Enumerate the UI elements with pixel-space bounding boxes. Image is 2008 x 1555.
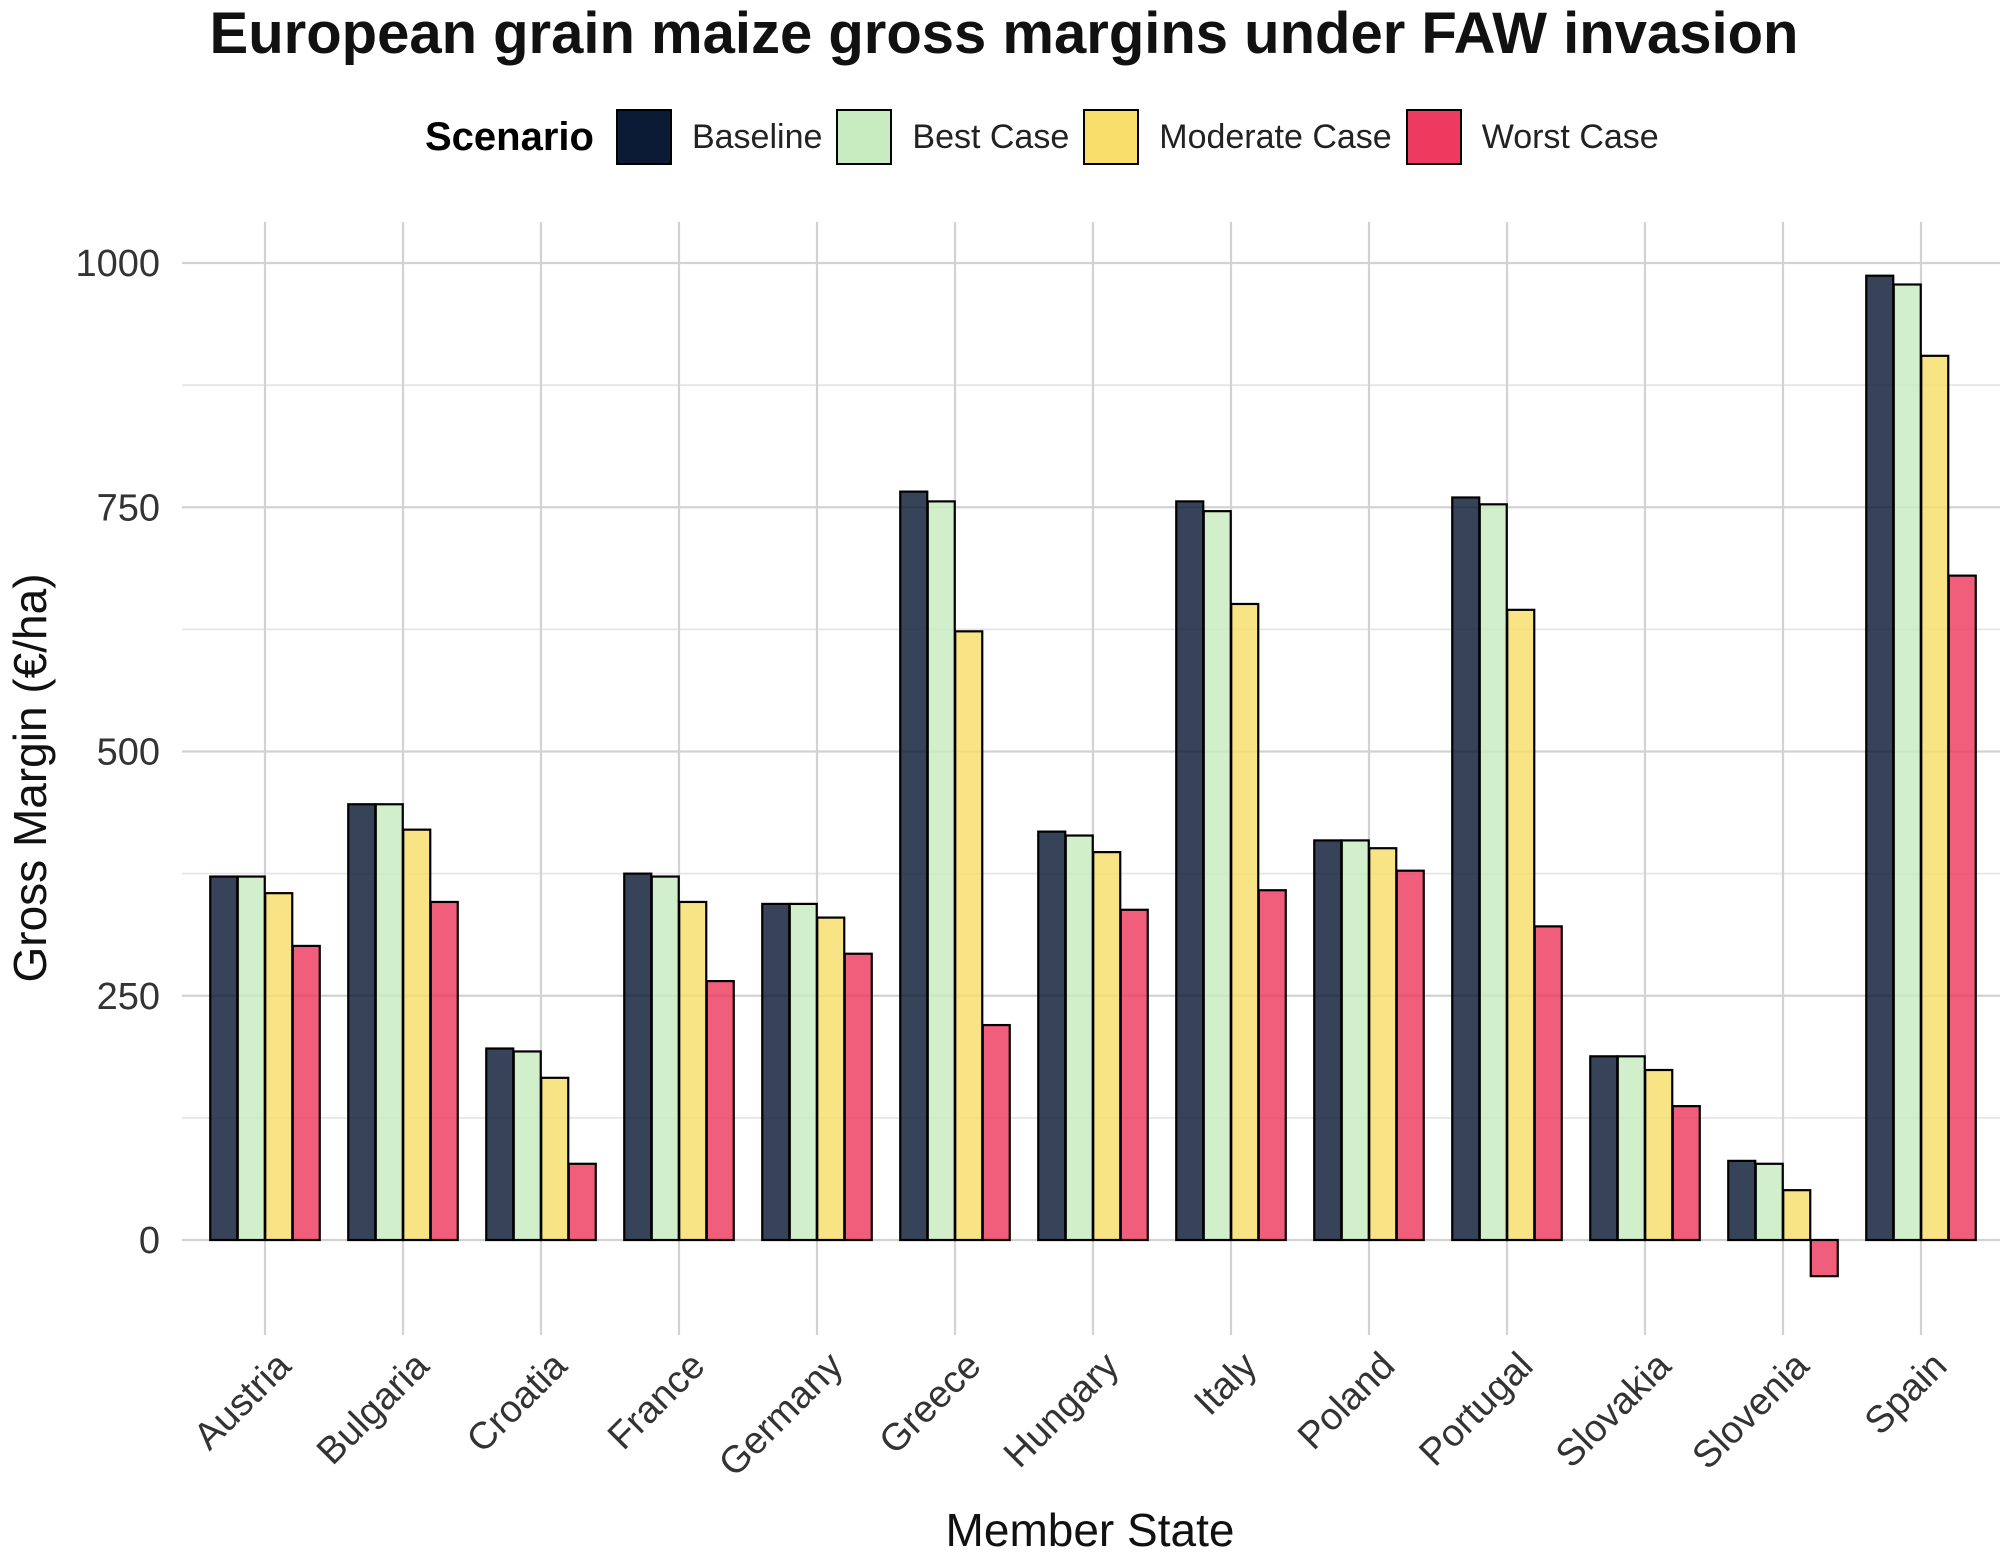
bar-austria-worst-case [291,944,321,1242]
legend-key-best-case [836,109,893,165]
y-axis-title: Gross Margin (€/ha) [4,573,56,982]
legend-label-moderate-case: Moderate Case [1159,117,1392,156]
x-tick-label-italy: Italy [1186,1345,1265,1424]
bar-slovakia-moderate-case [1644,1068,1674,1242]
y-tick-label: 750 [97,487,160,529]
x-tick-label-france: France [600,1345,713,1458]
x-tick-label-croatia: Croatia [459,1344,576,1461]
y-tick-label: 500 [97,732,160,774]
legend-key-worst-case [1405,109,1462,165]
x-tick-label-spain: Spain [1857,1345,1955,1443]
x-axis-title: Member State [946,1504,1235,1555]
bar-portugal-best-case [1478,503,1508,1242]
bar-portugal-moderate-case [1506,608,1536,1242]
bar-croatia-baseline [485,1047,515,1242]
bar-spain-worst-case [1947,574,1977,1242]
bar-hungary-baseline [1037,830,1067,1242]
bar-hungary-worst-case [1119,908,1149,1242]
bar-croatia-moderate-case [540,1076,570,1242]
bar-italy-worst-case [1257,889,1287,1242]
bar-germany-best-case [788,902,818,1242]
bar-austria-moderate-case [264,892,294,1242]
bar-greece-moderate-case [954,630,984,1242]
bar-france-baseline [623,872,653,1242]
bar-hungary-best-case [1064,834,1094,1242]
bar-spain-moderate-case [1920,354,1950,1242]
bar-slovakia-worst-case [1671,1105,1701,1242]
bar-bulgaria-baseline [347,803,377,1242]
bar-france-moderate-case [678,900,708,1242]
bar-portugal-worst-case [1533,925,1563,1242]
x-tick-label-slovakia: Slovakia [1548,1344,1680,1476]
bar-spain-baseline [1865,274,1895,1242]
bar-italy-baseline [1175,500,1205,1242]
x-tick-label-austria: Austria [186,1344,300,1458]
legend-item-worst-case: Worst Case [1405,109,1659,165]
bar-slovakia-best-case [1616,1055,1646,1242]
bar-poland-worst-case [1395,869,1425,1242]
x-tick-label-greece: Greece [872,1345,990,1463]
bar-greece-worst-case [981,1023,1011,1242]
legend-item-baseline: Baseline [615,109,823,165]
bar-austria-baseline [209,875,239,1242]
legend-label-baseline: Baseline [691,117,823,156]
legend-key-moderate-case [1083,109,1140,165]
bar-slovenia-baseline [1727,1159,1757,1242]
legend-label-best-case: Best Case [912,117,1070,156]
bar-hungary-moderate-case [1092,851,1122,1242]
bar-bulgaria-worst-case [429,900,459,1242]
y-tick-label: 250 [97,976,160,1018]
legend-title: Scenario [425,114,594,159]
bar-poland-best-case [1340,839,1370,1242]
bar-austria-best-case [236,875,266,1242]
bar-bulgaria-best-case [374,803,404,1242]
bar-bulgaria-moderate-case [402,828,432,1242]
bar-croatia-worst-case [567,1162,597,1242]
y-axis-ticks: 0 250 500 750 1000 [75,243,160,1262]
x-tick-label-poland: Poland [1290,1345,1403,1458]
legend-item-best-case: Best Case [836,109,1069,165]
bars [209,274,1977,1278]
bar-greece-baseline [899,490,929,1242]
legend-label-worst-case: Worst Case [1481,117,1659,156]
bar-italy-best-case [1202,510,1232,1242]
bar-france-best-case [650,875,680,1242]
bar-slovenia-worst-case [1809,1238,1839,1278]
bar-slovakia-baseline [1589,1055,1619,1242]
x-tick-label-hungary: Hungary [996,1345,1127,1476]
y-tick-label: 1000 [75,243,160,285]
x-tick-label-bulgaria: Bulgaria [309,1344,438,1473]
legend: Scenario Baseline Best Case Moderate Cas… [425,104,1673,170]
bar-germany-worst-case [843,952,873,1242]
bar-portugal-baseline [1451,496,1481,1242]
bar-greece-best-case [926,500,956,1242]
legend-item-moderate-case: Moderate Case [1083,109,1392,165]
bar-france-worst-case [705,979,735,1242]
bar-spain-best-case [1892,283,1922,1242]
bar-poland-moderate-case [1368,847,1398,1242]
x-tick-label-slovenia: Slovenia [1685,1344,1818,1477]
bar-slovenia-best-case [1754,1162,1784,1242]
bar-croatia-best-case [512,1050,542,1242]
x-tick-label-germany: Germany [711,1345,851,1485]
bar-slovenia-moderate-case [1782,1189,1812,1242]
x-tick-label-portugal: Portugal [1412,1345,1542,1475]
bar-germany-moderate-case [816,916,846,1242]
y-tick-label: 0 [139,1220,160,1262]
bar-poland-baseline [1313,839,1343,1242]
chart-title: European grain maize gross margins under… [209,1,1799,66]
legend-key-baseline [615,109,672,165]
bar-germany-baseline [761,902,791,1242]
bar-italy-moderate-case [1230,602,1260,1242]
